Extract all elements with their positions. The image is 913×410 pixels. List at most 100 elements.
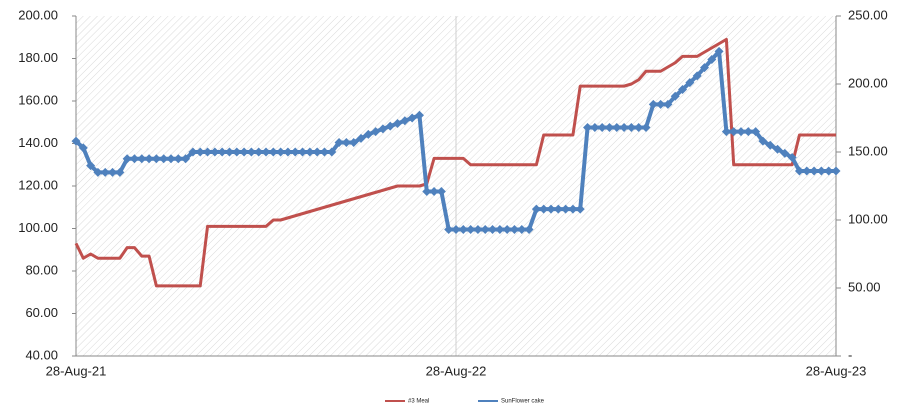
- marker: [108, 167, 118, 177]
- marker: [816, 166, 826, 176]
- marker: [575, 204, 585, 214]
- y-tick-label: 120.00: [18, 177, 58, 192]
- y-tick-label: 200.00: [18, 7, 58, 22]
- marker: [115, 167, 125, 177]
- marker: [100, 167, 110, 177]
- marker: [239, 147, 249, 157]
- marker: [509, 225, 519, 235]
- marker: [349, 137, 359, 147]
- marker: [802, 166, 812, 176]
- marker: [188, 147, 198, 157]
- marker: [203, 147, 213, 157]
- marker: [590, 123, 600, 133]
- marker: [327, 147, 337, 157]
- marker: [765, 140, 775, 150]
- marker: [78, 143, 88, 153]
- legend-label: #3 Meal: [408, 399, 429, 405]
- marker: [787, 152, 797, 162]
- marker: [824, 166, 834, 176]
- marker: [93, 167, 103, 177]
- y2-tick-label: 250.00: [848, 7, 888, 22]
- marker: [780, 148, 790, 158]
- series-line: [74, 37, 836, 288]
- marker: [363, 129, 373, 139]
- marker: [751, 127, 761, 137]
- marker: [758, 136, 768, 146]
- marker: [319, 147, 329, 157]
- marker: [612, 123, 622, 133]
- marker: [144, 154, 154, 164]
- marker: [429, 186, 439, 196]
- marker: [122, 154, 132, 164]
- marker: [173, 154, 183, 164]
- marker: [283, 147, 293, 157]
- marker: [298, 147, 308, 157]
- marker: [721, 127, 731, 137]
- marker: [773, 144, 783, 154]
- y2-tick-label: 50.00: [848, 279, 881, 294]
- marker: [451, 225, 461, 235]
- marker: [334, 137, 344, 147]
- marker: [232, 147, 242, 157]
- y-tick-label: 160.00: [18, 92, 58, 107]
- marker: [378, 124, 388, 134]
- marker: [444, 225, 454, 235]
- marker: [261, 147, 271, 157]
- marker: [129, 154, 139, 164]
- marker: [714, 46, 724, 56]
- marker: [743, 127, 753, 137]
- marker: [597, 123, 607, 133]
- marker: [137, 154, 147, 164]
- marker: [553, 204, 563, 214]
- marker: [276, 147, 286, 157]
- marker: [407, 113, 417, 123]
- marker: [663, 99, 673, 109]
- y-tick-label: 40.00: [25, 347, 58, 362]
- marker: [473, 225, 483, 235]
- marker: [699, 63, 709, 73]
- marker: [531, 204, 541, 214]
- marker: [181, 154, 191, 164]
- marker: [685, 78, 695, 88]
- marker: [517, 225, 527, 235]
- marker: [707, 55, 717, 65]
- marker: [794, 166, 804, 176]
- marker: [546, 204, 556, 214]
- marker: [195, 147, 205, 157]
- marker: [604, 123, 614, 133]
- marker: [619, 123, 629, 133]
- marker: [312, 147, 322, 157]
- marker: [480, 225, 490, 235]
- marker: [692, 71, 702, 81]
- marker: [495, 225, 505, 235]
- legend-label: SunFlower cake: [501, 399, 545, 405]
- marker: [648, 99, 658, 109]
- marker: [393, 118, 403, 128]
- marker: [502, 225, 512, 235]
- y-tick-label: 60.00: [25, 305, 58, 320]
- marker: [217, 147, 227, 157]
- x-tick-label: 28-Aug-22: [426, 363, 487, 378]
- marker: [539, 204, 549, 214]
- marker: [436, 186, 446, 196]
- marker: [356, 133, 366, 143]
- marker: [670, 91, 680, 101]
- marker: [583, 123, 593, 133]
- marker: [224, 147, 234, 157]
- y-tick-label: 100.00: [18, 220, 58, 235]
- marker: [641, 123, 651, 133]
- marker: [561, 204, 571, 214]
- marker: [626, 123, 636, 133]
- marker: [290, 147, 300, 157]
- marker: [246, 147, 256, 157]
- y2-tick-label: 150.00: [848, 143, 888, 158]
- marker: [736, 127, 746, 137]
- marker: [634, 123, 644, 133]
- marker: [151, 154, 161, 164]
- marker: [166, 154, 176, 164]
- marker: [568, 204, 578, 214]
- marker: [831, 166, 841, 176]
- y-tick-label: 140.00: [18, 135, 58, 150]
- marker: [400, 116, 410, 126]
